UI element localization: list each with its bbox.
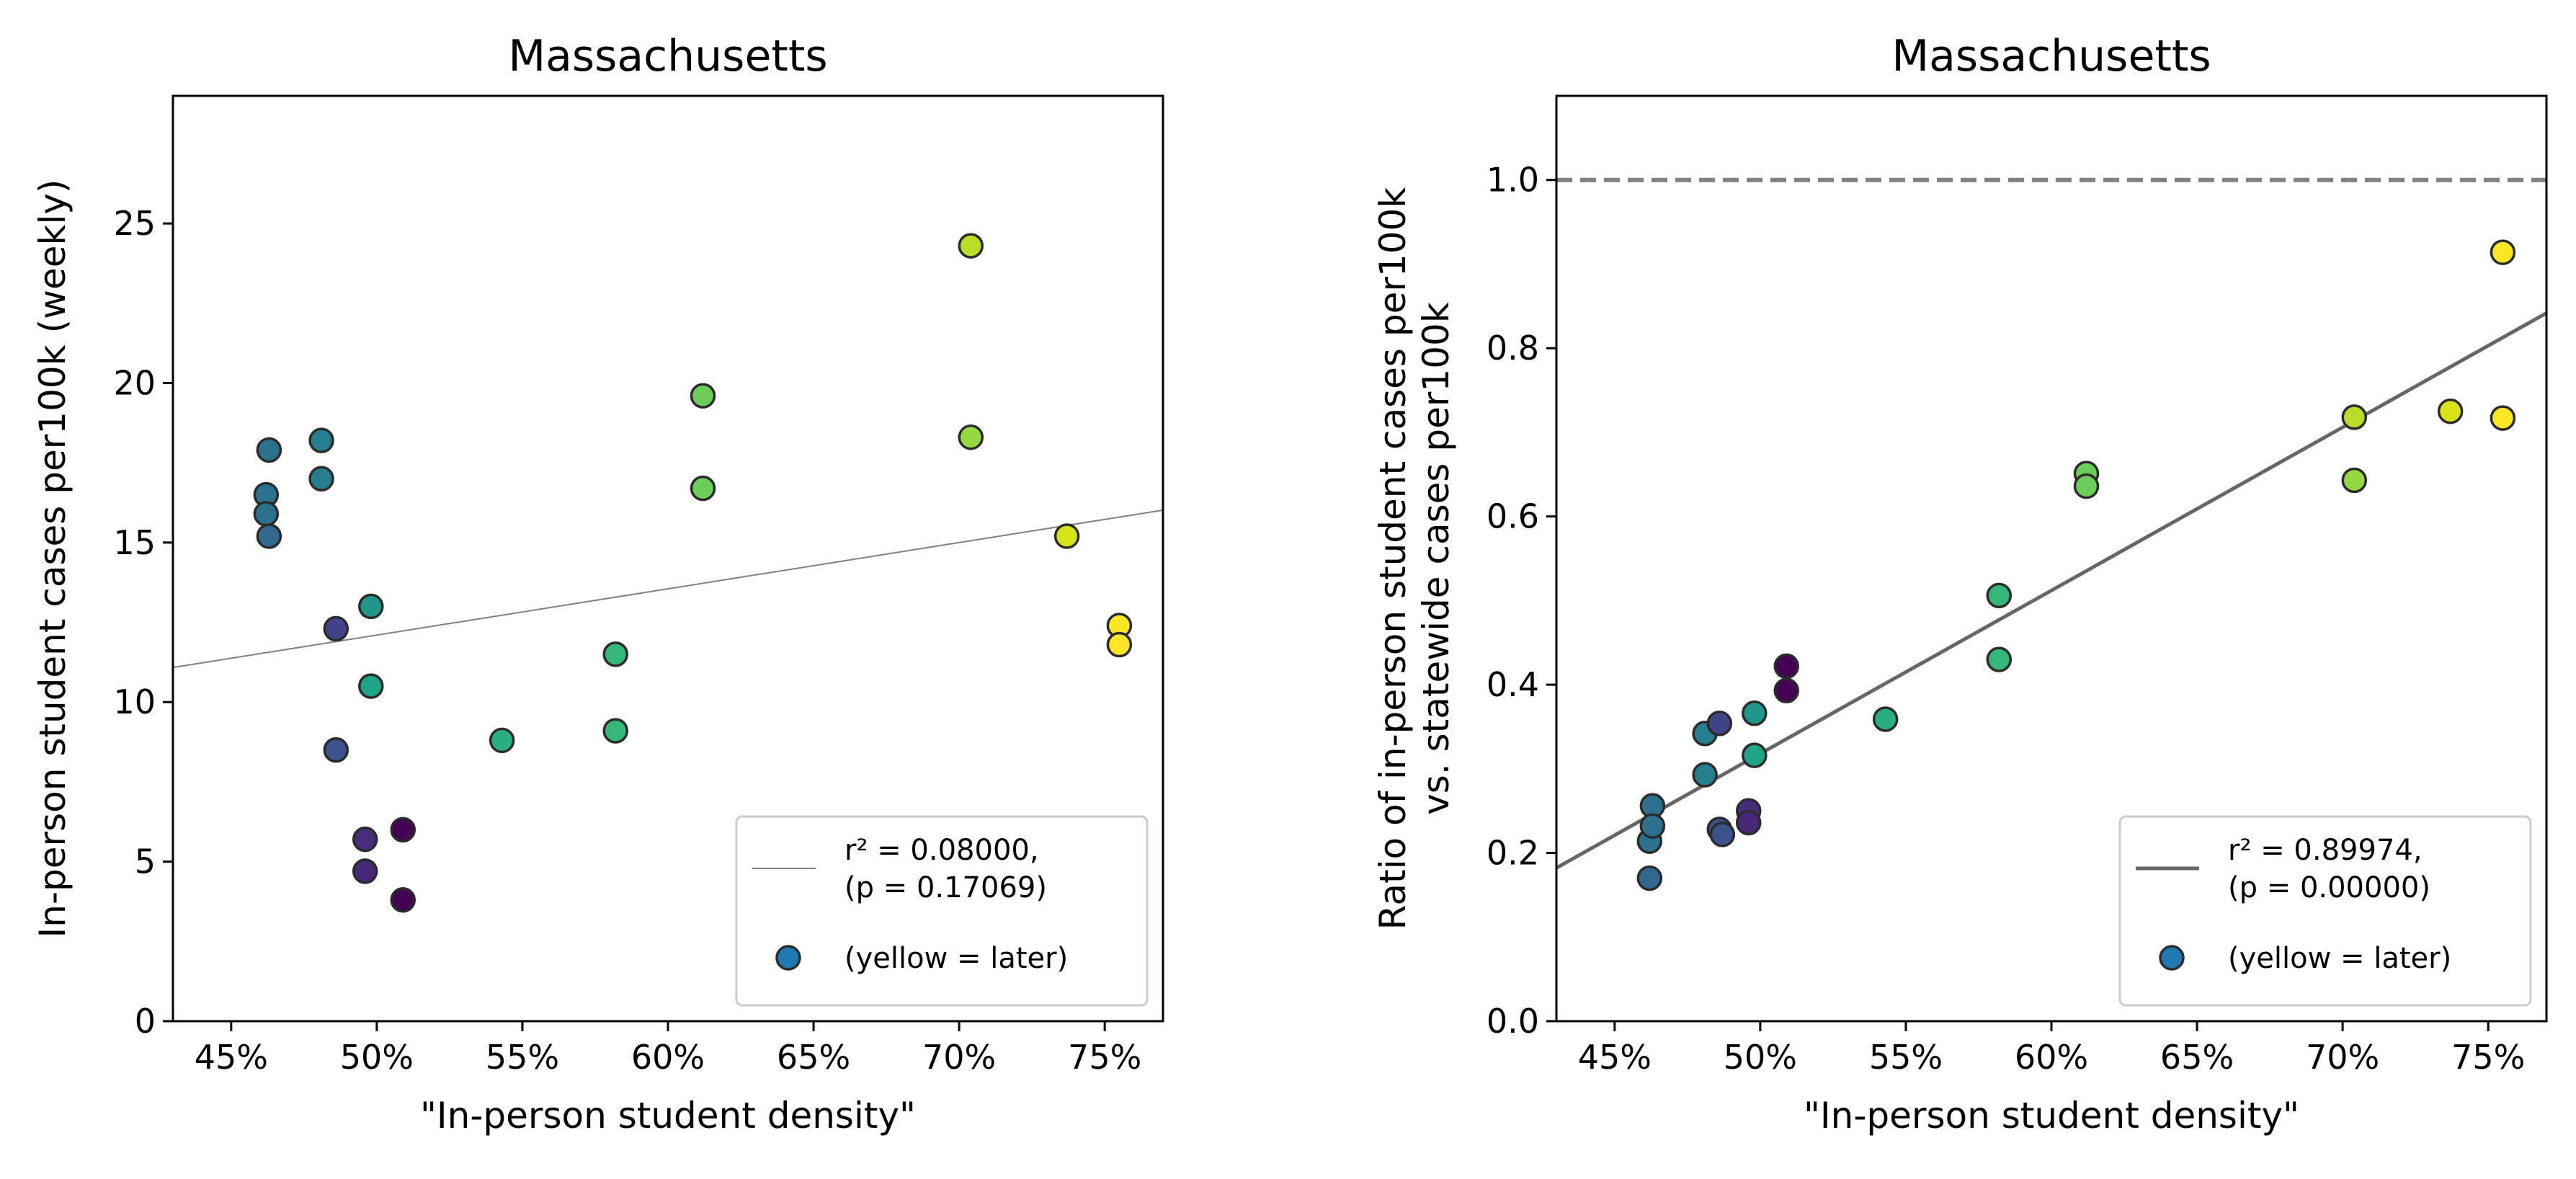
data-point [1735,809,1762,836]
x-axis-label: "In-person student density" [420,1095,916,1136]
data-point [1742,742,1768,768]
y-tick-label: 20 [113,363,156,402]
y-tick-label: 0 [135,1002,156,1041]
data-point [1692,762,1718,788]
data-point [2490,405,2516,431]
data-point [1636,865,1663,891]
data-point [358,593,384,620]
x-tick-label: 65% [777,1038,850,1077]
x-axis-label: "In-person student density" [1804,1095,2299,1136]
x-tick-label: 55% [486,1038,559,1077]
y-tick-label: 0.2 [1487,834,1539,873]
y-tick-label: 0.8 [1487,329,1539,368]
x-tick-label: 75% [1068,1038,1141,1077]
data-point [602,641,629,667]
data-point [1986,582,2013,609]
legend-points-label: (yellow = later) [2228,942,2451,975]
data-point [323,615,349,642]
legend-fit-label: (p = 0.00000) [2228,871,2430,904]
data-point [1872,706,1899,732]
y-axis-label: In-person student cases per100k (weekly) [32,179,73,938]
x-tick-label: 60% [631,1038,705,1077]
x-tick-label: 65% [2160,1038,2234,1077]
x-tick-label: 45% [1578,1038,1652,1077]
data-point [690,383,716,409]
y-tick-label: 5 [135,842,156,881]
data-point [2490,239,2516,265]
legend-fit-label: r² = 0.08000, [844,834,1039,867]
data-point [1639,813,1666,839]
y-axis-label: Ratio of in-person student cases per100k [1372,187,1414,930]
x-tick-label: 50% [340,1038,414,1077]
fit-line [1556,311,2546,870]
legend-fit-label: (p = 0.17069) [844,871,1047,904]
data-point [1742,700,1768,726]
y-tick-label: 1.0 [1487,161,1539,200]
legend-box [2118,815,2532,1007]
x-tick-label: 60% [2015,1038,2088,1077]
legend: r² = 0.89974, (p = 0.00000) (yellow = late… [2118,815,2532,1007]
y-tick-label: 0.6 [1487,497,1539,536]
data-point [690,475,716,502]
legend-fit-label: r² = 0.89974, [2228,834,2423,867]
data-point [958,424,984,450]
data-point [308,466,334,492]
x-tick-label: 70% [2306,1038,2379,1077]
y-tick-label: 10 [113,682,156,721]
data-point [253,501,280,527]
y-axis-label: vs. statewide cases per100k [1415,302,1457,815]
data-point [2437,398,2464,424]
data-point [256,523,282,549]
data-point [2341,467,2368,494]
chart-panel-1: Massachusetts 45% 50% 55% 60% 65% 70% 75% 0 5 10 15… [32,31,1164,1136]
legend-point-swatch [775,945,801,971]
data-point [1053,523,1080,549]
legend-points-label: (yellow = later) [844,942,1068,975]
legend: r² = 0.08000, (p = 0.17069) (yellow = late… [735,815,1149,1007]
data-point [958,233,984,259]
x-tick-label: 75% [2451,1038,2525,1077]
data-point [352,826,378,853]
y-tick-label: 0.0 [1487,1002,1539,1041]
chart-title: Massachusetts [508,31,827,81]
x-tick-label: 50% [1724,1038,1797,1077]
data-point [602,718,629,744]
data-point [1706,711,1733,737]
data-point [489,727,515,754]
chart-title: Massachusetts [1891,31,2211,81]
x-tick-label: 55% [1869,1038,1943,1077]
data-point [323,737,349,763]
data-point [1773,653,1800,680]
y-tick-label: 15 [113,523,156,562]
data-point [308,427,334,453]
data-point [1106,631,1133,658]
data-point [2341,404,2368,430]
y-tick-label: 25 [113,204,156,243]
data-point [390,887,416,913]
chart-panel-2: Massachusetts 45% 50% 55% 60% 65% 70% 75% 0.0 0.2… [1372,31,2548,1136]
data-point [1986,646,2013,672]
legend-box [735,815,1149,1007]
y-tick-label: 0.4 [1487,665,1539,704]
data-point [2073,473,2100,499]
x-tick-label: 70% [922,1038,996,1077]
data-point [256,437,282,463]
x-tick-label: 45% [195,1038,268,1077]
legend-point-swatch [2159,945,2185,971]
data-point [352,858,378,884]
data-point [358,673,384,699]
data-point [1709,822,1736,847]
fit-line [173,509,1163,669]
data-point [390,817,416,843]
data-point [1773,677,1800,704]
